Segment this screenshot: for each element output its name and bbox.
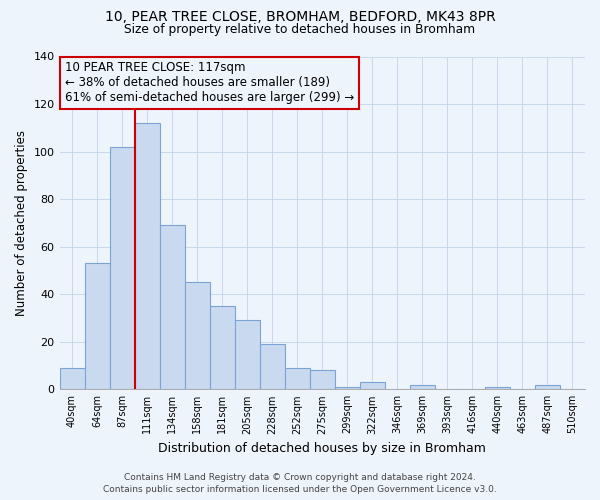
X-axis label: Distribution of detached houses by size in Bromham: Distribution of detached houses by size … <box>158 442 486 455</box>
Bar <box>360 382 385 390</box>
Text: 10, PEAR TREE CLOSE, BROMHAM, BEDFORD, MK43 8PR: 10, PEAR TREE CLOSE, BROMHAM, BEDFORD, M… <box>104 10 496 24</box>
Bar <box>235 320 260 390</box>
Bar <box>285 368 310 390</box>
Text: Contains HM Land Registry data © Crown copyright and database right 2024.
Contai: Contains HM Land Registry data © Crown c… <box>103 472 497 494</box>
Bar <box>160 226 185 390</box>
Bar <box>110 147 134 390</box>
Bar <box>410 384 435 390</box>
Text: Size of property relative to detached houses in Bromham: Size of property relative to detached ho… <box>124 22 476 36</box>
Bar <box>335 387 360 390</box>
Bar <box>209 306 235 390</box>
Bar <box>260 344 285 390</box>
Bar <box>85 264 110 390</box>
Bar <box>185 282 209 390</box>
Bar <box>134 123 160 390</box>
Text: 10 PEAR TREE CLOSE: 117sqm
← 38% of detached houses are smaller (189)
61% of sem: 10 PEAR TREE CLOSE: 117sqm ← 38% of deta… <box>65 62 354 104</box>
Bar <box>535 384 560 390</box>
Bar <box>485 387 510 390</box>
Y-axis label: Number of detached properties: Number of detached properties <box>15 130 28 316</box>
Bar <box>310 370 335 390</box>
Bar <box>59 368 85 390</box>
